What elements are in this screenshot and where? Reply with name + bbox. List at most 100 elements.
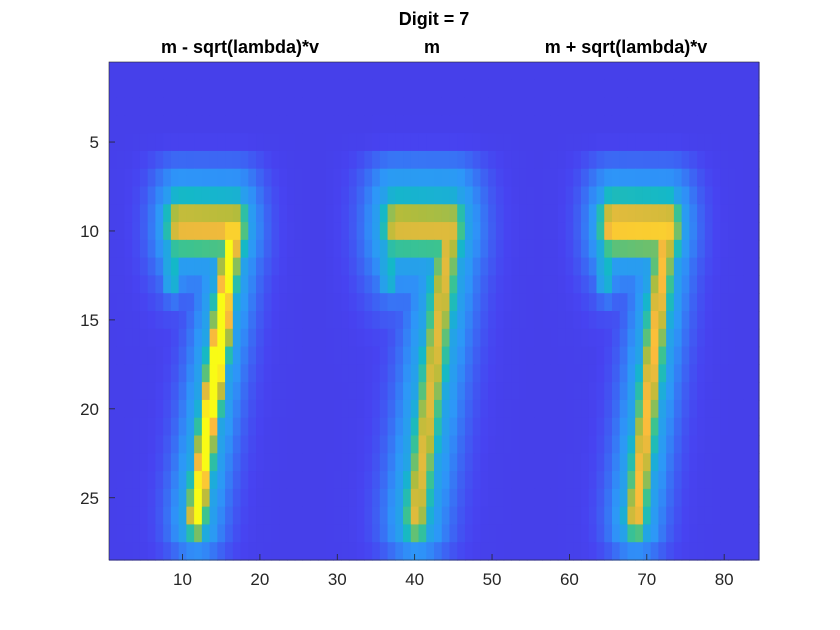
heatmap-cell <box>310 186 319 205</box>
heatmap-cell <box>503 239 512 259</box>
heatmap-cell <box>573 488 582 508</box>
heatmap-cell <box>333 62 342 81</box>
heatmap-cell <box>735 453 745 472</box>
heatmap-cell <box>225 328 234 348</box>
heatmap-cell <box>124 435 133 454</box>
heatmap-cell <box>132 399 141 419</box>
heatmap-cell <box>302 239 311 259</box>
heatmap-cell <box>194 275 203 294</box>
heatmap-cell <box>642 542 652 561</box>
heatmap-cell <box>557 133 567 152</box>
heatmap-cell <box>619 364 629 383</box>
heatmap-cell <box>495 79 505 99</box>
heatmap-cell <box>232 417 242 437</box>
heatmap-cell <box>379 328 389 348</box>
heatmap-cell <box>132 506 141 526</box>
heatmap-cell <box>519 311 528 330</box>
x-tick-label: 80 <box>715 570 734 589</box>
heatmap-cell <box>681 311 690 330</box>
heatmap-cell <box>573 115 582 134</box>
heatmap-cell <box>434 79 443 99</box>
heatmap-cell <box>650 168 660 188</box>
heatmap-cell <box>457 506 466 526</box>
heatmap-cell <box>232 346 242 365</box>
heatmap-cell <box>650 382 660 401</box>
heatmap-cell <box>728 524 737 543</box>
heatmap-cell <box>434 115 443 134</box>
heatmap-cell <box>372 168 381 188</box>
heatmap-cell <box>410 488 420 508</box>
heatmap-cell <box>441 150 451 170</box>
heatmap-cell <box>124 488 133 508</box>
heatmap-cell <box>302 115 311 134</box>
heatmap-cell <box>372 133 381 152</box>
heatmap-cell <box>666 382 675 401</box>
heatmap-cell <box>604 186 613 205</box>
heatmap-cell <box>348 293 358 312</box>
heatmap-cell <box>611 293 621 312</box>
heatmap-cell <box>650 364 660 383</box>
heatmap-cell <box>240 115 249 134</box>
heatmap-cell <box>294 79 304 99</box>
heatmap-cell <box>488 222 497 241</box>
heatmap-cell <box>658 239 667 259</box>
heatmap-cell <box>743 471 752 490</box>
heatmap-cell <box>658 364 667 383</box>
heatmap-cell <box>279 204 288 223</box>
heatmap-image <box>109 62 760 561</box>
heatmap-cell <box>611 435 621 454</box>
heatmap-cell <box>488 542 497 561</box>
heatmap-cell <box>201 97 211 116</box>
heatmap-cell <box>248 382 257 401</box>
heatmap-cell <box>627 542 636 561</box>
heatmap-cell <box>170 293 180 312</box>
heatmap-cell <box>379 168 389 188</box>
heatmap-cell <box>573 471 582 490</box>
heatmap-cell <box>604 311 613 330</box>
heatmap-cell <box>217 524 226 543</box>
heatmap-cell <box>348 150 358 170</box>
heatmap-cell <box>464 346 474 365</box>
heatmap-cell <box>565 204 574 223</box>
heatmap-cell <box>356 168 365 188</box>
heatmap-cell <box>604 150 613 170</box>
heatmap-cell <box>302 328 311 348</box>
heatmap-cell <box>379 524 389 543</box>
heatmap-cell <box>194 168 203 188</box>
heatmap-cell <box>581 346 590 365</box>
heatmap-cell <box>263 453 273 472</box>
heatmap-cell <box>519 293 528 312</box>
heatmap-cell <box>310 62 319 81</box>
heatmap-cell <box>348 311 358 330</box>
heatmap-cell <box>728 328 737 348</box>
heatmap-cell <box>751 293 760 312</box>
heatmap-cell <box>743 257 752 277</box>
heatmap-cell <box>240 97 249 116</box>
heatmap-cell <box>503 97 512 116</box>
heatmap-cell <box>689 79 698 99</box>
heatmap-cell <box>256 150 265 170</box>
heatmap-cell <box>310 524 319 543</box>
heatmap-cell <box>650 133 660 152</box>
heatmap-cell <box>379 382 389 401</box>
heatmap-cell <box>286 435 296 454</box>
heatmap-cell <box>604 168 613 188</box>
heatmap-cell <box>751 115 760 134</box>
heatmap-cell <box>147 115 157 134</box>
heatmap-cell <box>635 399 644 419</box>
heatmap-cell <box>464 328 474 348</box>
heatmap-cell <box>449 97 458 116</box>
heatmap-cell <box>116 328 126 348</box>
heatmap-cell <box>178 488 187 508</box>
heatmap-cell <box>557 239 567 259</box>
heatmap-cell <box>488 471 497 490</box>
heatmap-cell <box>426 417 435 437</box>
heatmap-cell <box>178 239 187 259</box>
heatmap-cell <box>635 222 644 241</box>
heatmap-cell <box>627 506 636 526</box>
heatmap-cell <box>596 257 605 277</box>
heatmap-cell <box>457 150 466 170</box>
heatmap-cell <box>650 506 660 526</box>
heatmap-cell <box>565 506 574 526</box>
heatmap-cell <box>735 257 745 277</box>
